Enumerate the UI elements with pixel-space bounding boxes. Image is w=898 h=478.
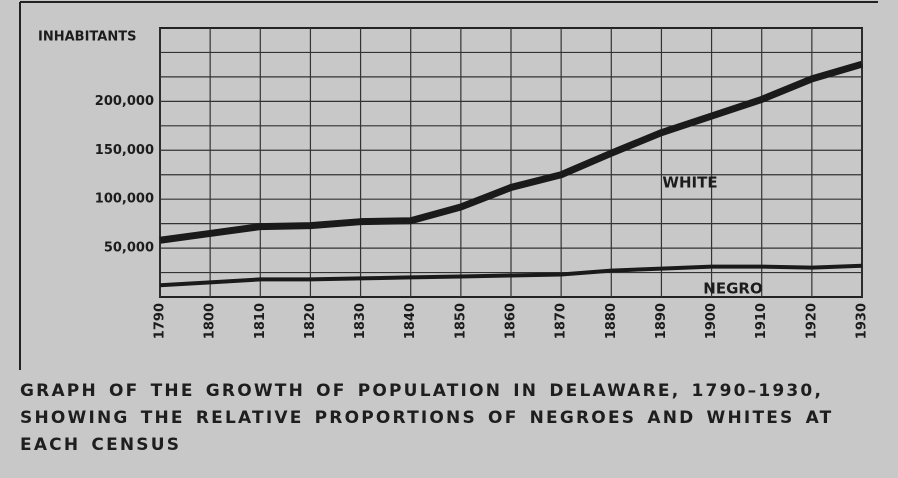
x-tick-label: 1910: [754, 303, 769, 339]
x-tick-label: 1920: [804, 303, 819, 339]
x-tick-label: 1880: [604, 303, 619, 339]
x-tick-label: 1900: [704, 303, 719, 339]
y-axis-label: INHABITANTS: [38, 30, 136, 45]
x-tick-label: 1930: [855, 303, 870, 339]
data-line: [159, 263, 863, 288]
x-tick-label: 1810: [253, 303, 268, 339]
x-tick-label: 1860: [504, 303, 519, 339]
x-tick-label: 1830: [353, 303, 368, 339]
y-tick-label: 150,000: [95, 143, 154, 158]
chart: INHABITANTS 50,000 100,000 150,000 200,000 1…: [19, 1, 878, 370]
caption: GRAPH OF THE GROWTH OF POPULATION IN DEL…: [20, 381, 834, 455]
x-tick-label: 1850: [453, 303, 468, 339]
y-tick-label: 50,000: [104, 241, 154, 256]
y-tick-label: 200,000: [95, 94, 154, 109]
y-tick-label: 100,000: [95, 192, 154, 207]
data-line: [159, 60, 863, 244]
x-tick-label: 1840: [403, 303, 418, 339]
x-tick-label: 1890: [654, 303, 669, 339]
x-tick-label: 1820: [303, 303, 318, 339]
series-label: WHITE: [662, 174, 717, 192]
x-tick-label: 1870: [554, 303, 569, 339]
x-tick-label: 1800: [203, 303, 218, 339]
x-tick-label: 1790: [153, 303, 168, 339]
series-label: NEGRO: [703, 280, 762, 298]
